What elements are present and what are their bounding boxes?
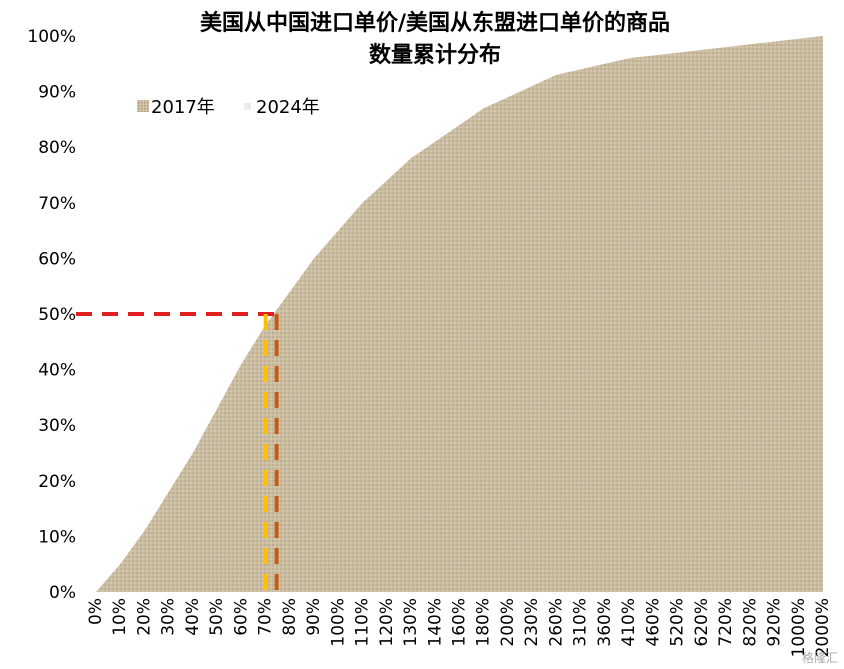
- x-axis: 0% 10% 20% 30% 40% 50% 60% 70% 80% 90% 100% 110% 120…: [86, 598, 833, 657]
- x-tick-label: 50%: [207, 598, 227, 636]
- series-area-2017: [96, 36, 823, 592]
- y-tick-label: 90%: [38, 83, 76, 103]
- x-tick-label: 460%: [643, 598, 663, 647]
- x-tick-label: 720%: [716, 598, 736, 647]
- y-tick-label: 100%: [27, 27, 76, 47]
- x-tick-label: 520%: [668, 598, 688, 647]
- chart-title-line: 数量累计分布: [369, 42, 501, 68]
- x-tick-label: 180%: [474, 598, 494, 647]
- y-tick-label: 20%: [38, 472, 76, 492]
- x-tick-label: 2000%: [813, 598, 833, 657]
- x-tick-label: 360%: [595, 598, 615, 647]
- legend-label-2024: 2024年: [256, 97, 320, 118]
- x-tick-label: 200%: [498, 598, 518, 647]
- x-tick-label: 100%: [328, 598, 348, 647]
- y-tick-label: 50%: [38, 305, 76, 325]
- x-tick-label: 140%: [425, 598, 445, 647]
- y-tick-label: 70%: [38, 194, 76, 214]
- x-tick-label: 260%: [546, 598, 566, 647]
- x-tick-label: 230%: [522, 598, 542, 647]
- y-tick-label: 10%: [38, 527, 76, 547]
- x-tick-label: 70%: [256, 598, 276, 636]
- x-tick-label: 80%: [280, 598, 300, 636]
- x-tick-label: 120%: [377, 598, 397, 647]
- x-tick-label: 60%: [231, 598, 251, 636]
- legend: 2017年 2024年: [137, 97, 320, 118]
- y-tick-label: 30%: [38, 416, 76, 436]
- x-tick-label: 110%: [353, 598, 373, 647]
- y-axis: 0% 10% 20% 30% 40% 50% 60% 70% 80% 90% 100%: [27, 27, 76, 603]
- watermark: 格隆汇: [802, 650, 838, 665]
- watermark-text: 格隆汇: [802, 650, 838, 665]
- x-tick-label: 40%: [183, 598, 203, 636]
- y-tick-label: 0%: [49, 583, 76, 603]
- y-tick-label: 40%: [38, 361, 76, 381]
- x-tick-label: 20%: [134, 598, 154, 636]
- x-tick-label: 310%: [571, 598, 591, 647]
- x-tick-label: 1000%: [789, 598, 809, 657]
- x-tick-label: 620%: [692, 598, 712, 647]
- x-tick-label: 920%: [765, 598, 785, 647]
- y-tick-label: 60%: [38, 249, 76, 269]
- x-tick-label: 30%: [159, 598, 179, 636]
- x-tick-label: 90%: [304, 598, 324, 636]
- legend-swatch-2017: [137, 100, 149, 112]
- legend-swatch-2024: [244, 103, 251, 110]
- x-tick-label: 130%: [401, 598, 421, 647]
- x-tick-label: 160%: [450, 598, 470, 647]
- reference-lines: [76, 312, 279, 592]
- x-tick-label: 820%: [740, 598, 760, 647]
- y-tick-label: 80%: [38, 138, 76, 158]
- plot-area: [96, 36, 823, 592]
- x-tick-label: 410%: [619, 598, 639, 647]
- legend-label-2017: 2017年: [151, 97, 215, 118]
- x-tick-label: 0%: [86, 598, 106, 625]
- x-tick-label: 10%: [110, 598, 130, 636]
- chart-title-line: 美国从中国进口单价/美国从东盟进口单价的商品: [200, 10, 670, 36]
